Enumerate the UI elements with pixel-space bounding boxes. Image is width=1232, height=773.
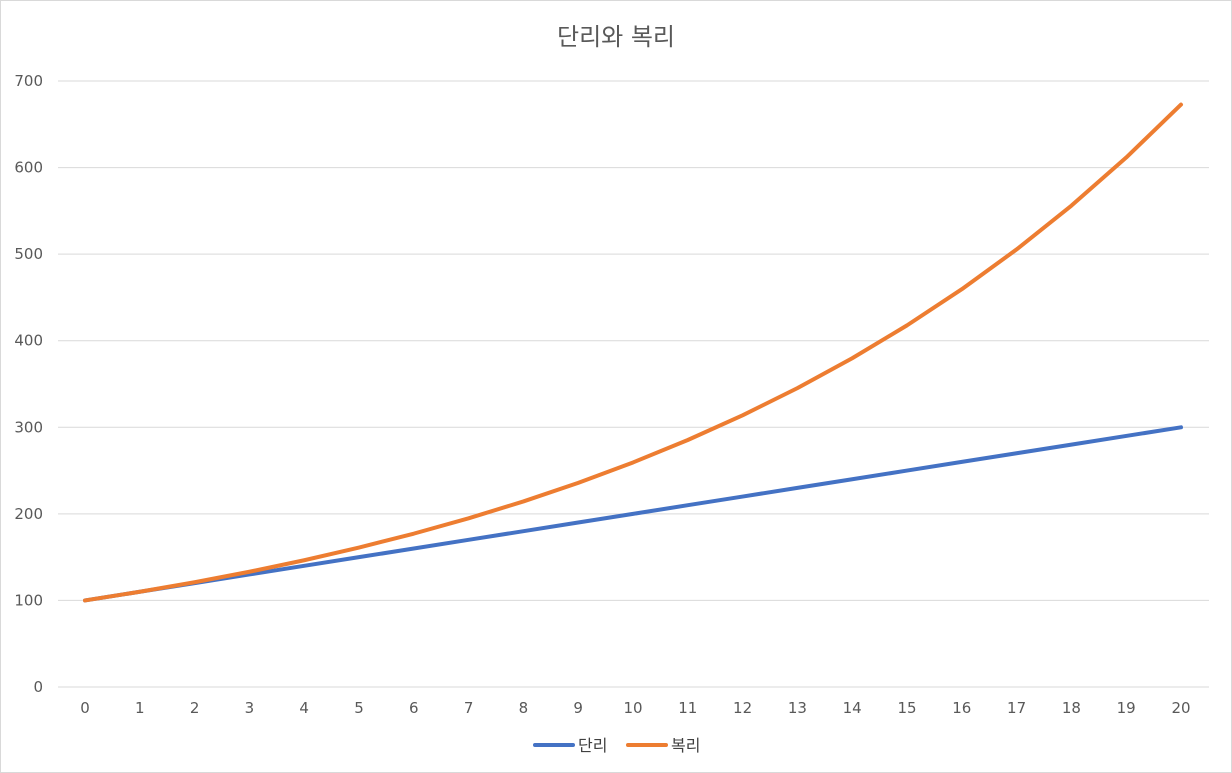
- x-tick-label: 16: [952, 699, 971, 717]
- x-tick-label: 14: [843, 699, 862, 717]
- x-tick-label: 19: [1117, 699, 1136, 717]
- x-tick-label: 1: [135, 699, 145, 717]
- x-tick-label: 7: [464, 699, 474, 717]
- chart-title: 단리와 복리: [557, 23, 675, 51]
- series-line-2: [83, 102, 1183, 603]
- y-tick-label: 400: [14, 332, 43, 350]
- y-tick-label: 700: [14, 72, 43, 90]
- legend-label-2: 복리: [671, 736, 700, 755]
- y-tick-label: 500: [14, 245, 43, 263]
- x-tick-label: 18: [1062, 699, 1081, 717]
- x-tick-label: 2: [190, 699, 200, 717]
- x-tick-label: 20: [1171, 699, 1190, 717]
- x-tick-label: 6: [409, 699, 419, 717]
- x-tick-label: 12: [733, 699, 752, 717]
- x-tick-label: 9: [573, 699, 583, 717]
- x-tick-label: 8: [519, 699, 529, 717]
- legend-label-1: 단리: [578, 736, 607, 755]
- y-tick-label: 300: [14, 418, 43, 436]
- x-tick-label: 11: [678, 699, 697, 717]
- y-tick-label: 100: [14, 591, 43, 609]
- x-tick-label: 17: [1007, 699, 1026, 717]
- x-tick-label: 4: [299, 699, 309, 717]
- x-tick-label: 13: [788, 699, 807, 717]
- x-tick-label: 15: [897, 699, 916, 717]
- y-tick-label: 600: [14, 159, 43, 177]
- x-tick-label: 3: [245, 699, 255, 717]
- x-tick-label: 0: [80, 699, 90, 717]
- series-line-1: [83, 425, 1183, 603]
- y-tick-label: 0: [33, 678, 43, 696]
- x-tick-label: 5: [354, 699, 364, 717]
- x-tick-label: 10: [623, 699, 642, 717]
- y-tick-label: 200: [14, 505, 43, 523]
